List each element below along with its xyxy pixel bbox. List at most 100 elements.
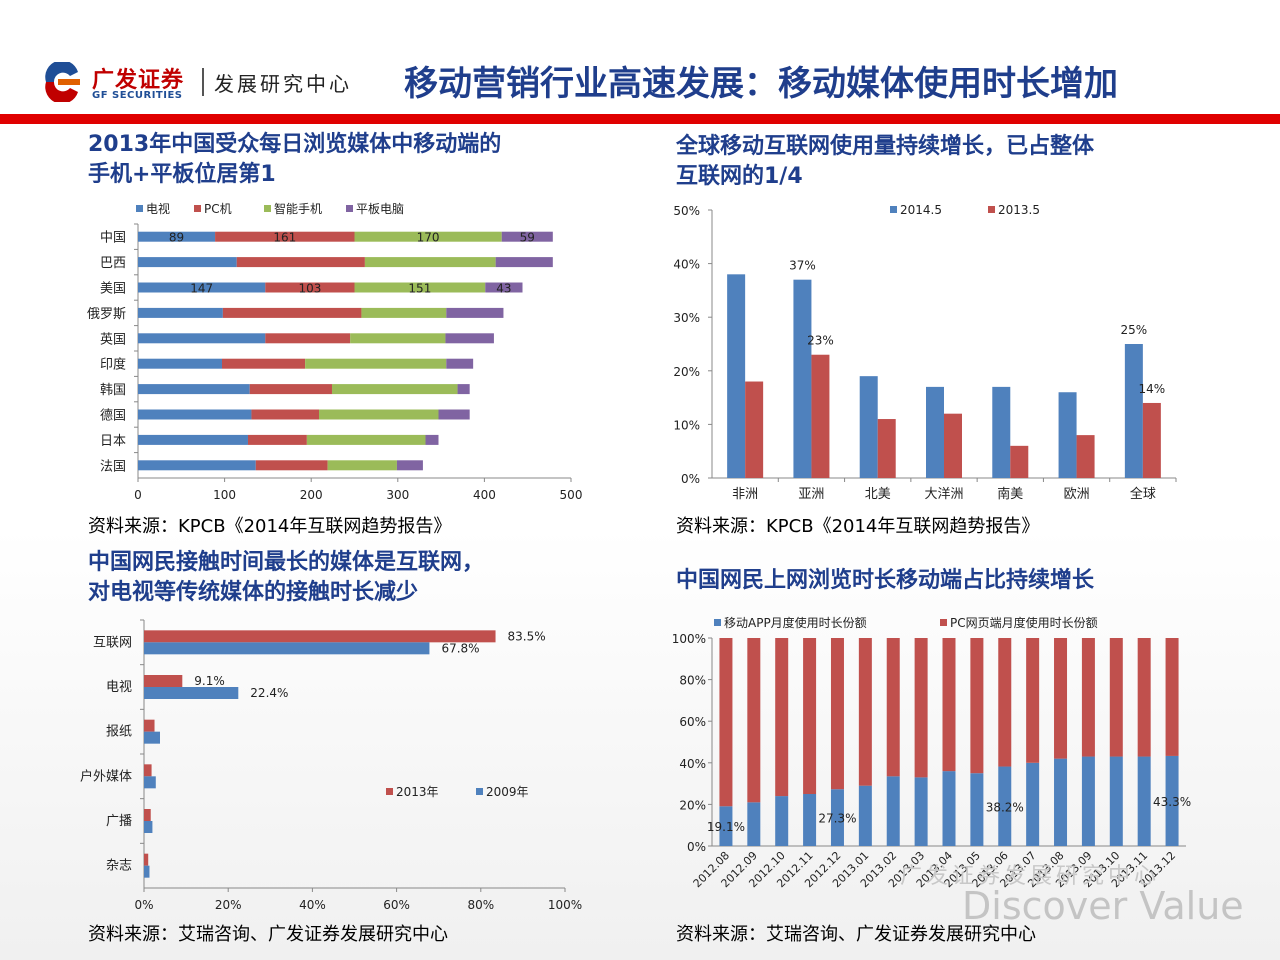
bar-segment: [265, 333, 351, 344]
panel1-title-line1: 2013年中国受众每日浏览媒体中移动端的: [88, 132, 502, 157]
bar-segment: [1054, 638, 1068, 759]
data-label: 43.3%: [1153, 795, 1191, 809]
bar-segment: [255, 460, 328, 471]
y-tick-label-5: 50%: [673, 204, 700, 218]
bar-segment: [438, 409, 470, 420]
bar-segment: [1165, 638, 1179, 756]
category-label-3: 大洋洲: [924, 487, 963, 502]
legend-label-0: 2013年: [396, 785, 439, 799]
bar-segment: [501, 231, 553, 242]
panel1-title-line2: 手机+平板位居第1: [88, 162, 276, 187]
bar-segment: [138, 307, 223, 318]
data-label: 83.5%: [508, 629, 546, 643]
category-label-5: 杂志: [106, 859, 132, 874]
panel3-source: 资料来源：艾瑞咨询、广发证券发展研究中心: [88, 924, 448, 945]
watermark-cn: 广发证券发展研究中心: [900, 864, 1161, 889]
category-label-6: 全球: [1130, 486, 1156, 502]
bar-segment: [1026, 638, 1040, 763]
bar-segment: [138, 358, 223, 369]
bar-segment: [1026, 762, 1040, 846]
bar-2014.5: [793, 279, 812, 478]
y-tick-label-2: 40%: [679, 757, 706, 771]
data-label: 19.1%: [707, 820, 745, 834]
bar-segment: [215, 231, 355, 242]
bar-2013年: [144, 675, 183, 687]
data-label: 38.2%: [986, 800, 1024, 814]
category-label-2: 北美: [865, 487, 891, 502]
bar-segment: [350, 333, 446, 344]
bar-segment: [1165, 755, 1179, 846]
bar-segment: [942, 771, 956, 846]
bar-segment: [222, 307, 362, 318]
bar-segment: [236, 257, 365, 268]
page-title: 移动营销行业高速发展：移动媒体使用时长增加: [404, 64, 1118, 104]
bar-2014.5: [727, 274, 746, 478]
bar-2014.5: [1124, 344, 1143, 478]
data-label: 43: [496, 282, 511, 296]
x-tick-label-5: 500: [560, 488, 583, 502]
bar-segment: [138, 384, 250, 395]
data-label: 25%: [1121, 323, 1148, 337]
bar-segment: [331, 384, 458, 395]
bar-segment: [318, 409, 439, 420]
bar-2009年: [144, 731, 160, 744]
bar-segment: [361, 307, 447, 318]
data-label: 27.3%: [818, 812, 856, 826]
bar-segment: [747, 638, 761, 803]
bar-2013.5: [944, 413, 962, 478]
bar-segment: [222, 358, 306, 369]
x-tick-label-4: 80%: [467, 898, 494, 912]
category-label-0: 中国: [100, 231, 126, 246]
bar-2009年: [144, 865, 150, 878]
bar-segment: [719, 806, 733, 846]
bar-segment: [354, 282, 486, 293]
bar-segment: [1109, 756, 1123, 846]
bar-segment: [425, 434, 439, 445]
panel4-source: 资料来源：艾瑞咨询、广发证券发展研究中心: [676, 924, 1036, 945]
bar-segment: [1109, 638, 1123, 757]
chart-media-time-by-country: 电视 PC机 智能手机 平板电脑 0 100 200 300 400 500 中国 89 161 170 5…: [87, 201, 583, 502]
bar-segment: [775, 796, 789, 846]
bar-segment: [719, 638, 733, 807]
category-label-0: 非洲: [732, 487, 758, 502]
bar-2009年: [144, 776, 156, 789]
bar-segment: [858, 638, 872, 786]
bar-segment: [830, 789, 844, 846]
bar-segment: [747, 802, 761, 846]
panel2-title-line2: 互联网的1/4: [676, 164, 803, 189]
bar-segment: [446, 307, 504, 318]
data-label: 170: [417, 231, 440, 245]
category-label-0: 互联网: [93, 635, 132, 650]
category-label-1: 电视: [106, 680, 132, 695]
bar-2013年: [144, 719, 155, 732]
category-label-1: 亚洲: [798, 487, 824, 502]
bar-2014.5: [992, 386, 1011, 478]
bar-segment: [327, 460, 397, 471]
logo-text-en: GF SECURITIES: [92, 90, 183, 101]
bar-2009年: [144, 821, 153, 833]
x-tick-label-0: 0%: [134, 898, 153, 912]
legend-label-0: 移动APP月度使用时长份额: [724, 615, 867, 630]
legend-swatch-2: [264, 205, 271, 212]
bar-segment: [138, 333, 266, 344]
bar-segment: [886, 638, 900, 777]
legend-swatch-1: [988, 206, 995, 213]
bar-segment: [138, 257, 237, 268]
y-tick-label-2: 20%: [673, 365, 700, 379]
x-tick-label-1: 100: [213, 488, 236, 502]
data-label: 67.8%: [441, 641, 479, 655]
bar-segment: [354, 231, 502, 242]
bar-segment: [445, 333, 494, 344]
panel2-title-line1: 全球移动互联网使用量持续增长，已占整体: [676, 134, 1095, 159]
data-label: 37%: [789, 259, 816, 273]
bar-2014.5: [859, 376, 878, 478]
x-tick-label-1: 20%: [215, 898, 242, 912]
bar-2009年: [144, 687, 239, 699]
y-tick-label-4: 40%: [673, 258, 700, 272]
y-tick-label-1: 20%: [679, 798, 706, 812]
legend-swatch-3: [346, 205, 353, 212]
panel3-title-line2: 对电视等传统媒体的接触时长减少: [88, 580, 419, 605]
bar-2013.5: [811, 354, 830, 478]
bar-segment: [485, 282, 523, 293]
category-label-3: 户外媒体: [80, 768, 132, 784]
